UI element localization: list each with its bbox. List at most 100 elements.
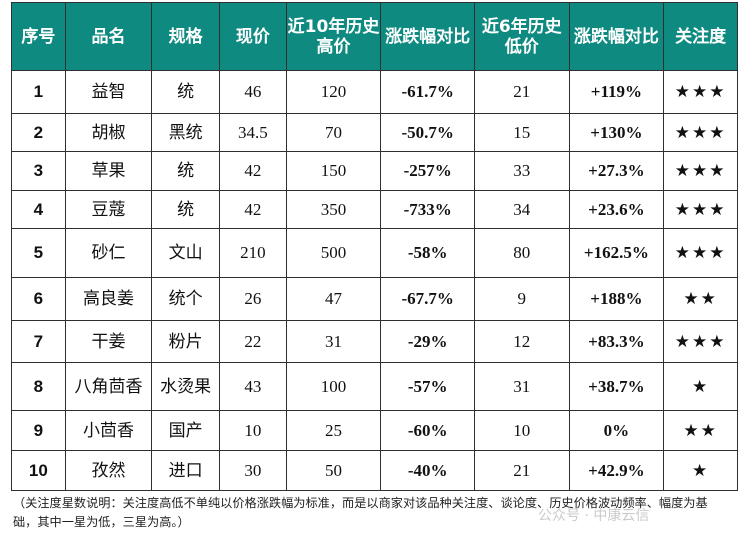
cell-high-change: -58% — [380, 228, 476, 278]
header-price: 现价 — [218, 2, 287, 71]
cell-low6: 33 — [474, 151, 570, 191]
header-low-change: 涨跌幅对比 — [568, 2, 665, 71]
star-icon: ★ — [709, 199, 727, 220]
cell-no: 8 — [11, 362, 66, 411]
cell-high10: 350 — [285, 190, 382, 229]
star-icon: ★ — [692, 82, 710, 102]
cell-high10: 25 — [285, 410, 382, 451]
watermark: 公众号 · 中康云信 — [538, 508, 650, 524]
cell-high-change: -60% — [380, 410, 476, 451]
cell-high10: 31 — [285, 320, 382, 363]
table-row: 8 八角茴香 水烫果 43 100 -57% 31 +38.7% ★ — [11, 362, 738, 411]
table-row: 2 胡椒 黑统 34.5 70 -50.7% 15 +130% ★★★ — [11, 113, 738, 152]
cell-price: 34.5 — [218, 113, 287, 152]
cell-high10: 120 — [285, 70, 382, 114]
cell-low-change: +188% — [568, 277, 665, 321]
cell-price: 43 — [218, 362, 287, 411]
cell-name: 高良姜 — [64, 277, 153, 321]
cell-low-change: +119% — [568, 70, 665, 114]
star-icon: ★ — [709, 161, 727, 181]
header-name: 品名 — [64, 2, 153, 71]
cell-name: 益智 — [64, 70, 153, 114]
table-row: 5 砂仁 文山 210 500 -58% 80 +162.5% ★★★ — [11, 228, 738, 278]
star-icon: ★ — [700, 289, 718, 309]
cell-high-change: -67.7% — [380, 277, 476, 321]
cell-low6: 15 — [474, 113, 570, 152]
cell-spec: 国产 — [151, 410, 220, 451]
star-icon: ★ — [709, 82, 727, 102]
cell-high-change: -40% — [380, 450, 476, 491]
header-spec: 规格 — [151, 2, 220, 71]
cell-name: 八角茴香 — [64, 362, 153, 411]
header-high-change: 涨跌幅对比 — [380, 2, 476, 71]
cell-price: 30 — [218, 450, 287, 491]
header-row: 序号 品名 规格 现价 近10年历史高价 涨跌幅对比 近6年历史低价 涨跌幅对比 关注度 — [11, 2, 738, 71]
star-icon: ★ — [674, 331, 693, 352]
cell-price: 46 — [218, 70, 287, 114]
cell-name: 干姜 — [64, 320, 153, 363]
cell-low-change: +27.3% — [568, 151, 665, 191]
table-row: 6 高良姜 统个 26 47 -67.7% 9 +188% ★★ — [11, 277, 738, 321]
star-rating-note: （关注度星数说明：关注度高低不单纯以价格涨跌幅为标准，而是以商家对该品种关注度、… — [13, 496, 708, 529]
cell-attention: ★★ — [663, 277, 738, 321]
cell-no: 7 — [11, 320, 66, 363]
cell-attention: ★★ — [663, 410, 738, 451]
table-row: 1 益智统 46 120 -61.7% 21 +119% ★★★ — [11, 70, 738, 114]
cell-name: 豆蔻 — [64, 190, 153, 229]
cell-no: 3 — [11, 151, 66, 191]
cell-low6: 9 — [474, 277, 570, 321]
cell-attention: ★★★ — [663, 113, 738, 152]
cell-low-change: +23.6% — [568, 190, 665, 229]
cell-low6: 34 — [474, 190, 570, 229]
header-no: 序号 — [11, 2, 66, 71]
table-row: 9 小茴香 国产 10 25 -60% 10 0% ★★ — [11, 410, 738, 451]
cell-price: 26 — [218, 277, 287, 321]
star-icon: ★ — [674, 122, 693, 143]
cell-price: 42 — [218, 190, 287, 229]
cell-no: 6 — [11, 277, 66, 321]
cell-no: 1 — [11, 70, 66, 114]
cell-attention: ★ — [663, 362, 738, 411]
cell-low-change: +42.9% — [568, 450, 665, 491]
table-row: 10 孜然 进口 30 50 -40% 21 +42.9% ★ — [11, 450, 738, 491]
star-icon: ★ — [692, 243, 710, 263]
cell-low6: 10 — [474, 410, 570, 451]
cell-high10: 47 — [285, 277, 382, 321]
cell-high10: 100 — [285, 362, 382, 411]
cell-spec: 水烫果 — [151, 362, 220, 411]
star-icon: ★ — [692, 122, 710, 143]
cell-name: 砂仁 — [64, 228, 153, 278]
cell-low-change: +38.7% — [568, 362, 665, 411]
cell-spec: 粉片 — [151, 320, 220, 363]
cell-no: 2 — [11, 113, 66, 152]
cell-high10: 500 — [285, 228, 382, 278]
cell-no: 9 — [11, 410, 66, 451]
table-body: 1 益智统 46 120 -61.7% 21 +119% ★★★ 2 胡椒 黑统 34.5 70 -50.… — [11, 70, 738, 491]
cell-spec: 黑统 — [151, 113, 220, 152]
star-icon: ★ — [692, 376, 710, 397]
cell-high-change: -257% — [380, 151, 476, 191]
cell-low6: 12 — [474, 320, 570, 363]
cell-attention: ★★★ — [663, 320, 738, 363]
star-icon: ★ — [709, 331, 727, 352]
table-row: 3 草果统 42 150 -257% 33 +27.3% ★★★ — [11, 151, 738, 191]
cell-high-change: -50.7% — [380, 113, 476, 152]
cell-name: 孜然 — [64, 450, 153, 491]
cell-attention: ★ — [663, 450, 738, 491]
star-icon: ★ — [692, 161, 710, 181]
star-icon: ★ — [683, 289, 701, 309]
cell-price: 10 — [218, 410, 287, 451]
cell-low-change: +130% — [568, 113, 665, 152]
star-icon: ★ — [709, 122, 727, 143]
cell-spec: 文山 — [151, 228, 220, 278]
cell-spec: 统 — [151, 70, 220, 114]
star-icon: ★ — [709, 243, 727, 263]
star-icon: ★ — [692, 460, 710, 481]
herb-price-table: 序号 品名 规格 现价 近10年历史高价 涨跌幅对比 近6年历史低价 涨跌幅对比 关注度 1 益智… — [11, 2, 738, 491]
cell-low6: 31 — [474, 362, 570, 411]
cell-low-change: +83.3% — [568, 320, 665, 363]
table-row: 7 干姜 粉片 22 31 -29% 12 +83.3% ★★★ — [11, 320, 738, 363]
cell-low-change: +162.5% — [568, 228, 665, 278]
cell-spec: 统个 — [151, 277, 220, 321]
cell-attention: ★★★ — [663, 190, 738, 229]
